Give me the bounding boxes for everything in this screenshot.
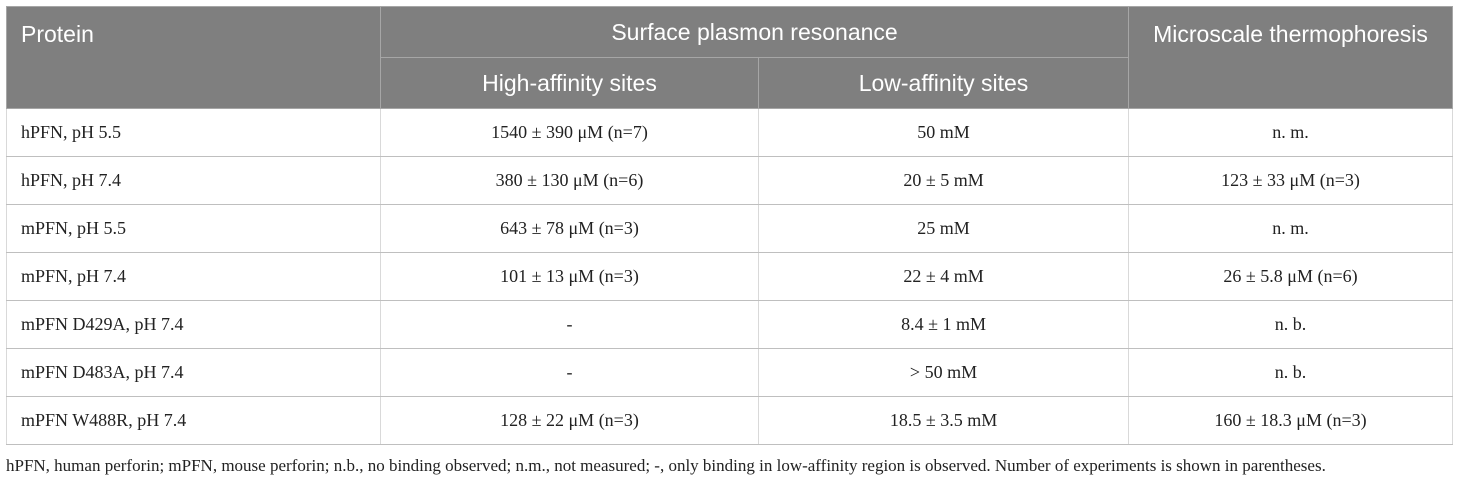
cell-mst: 123 ± 33 μM (n=3): [1128, 156, 1454, 205]
cell-mst: n. m.: [1128, 204, 1454, 253]
header-low-affinity-sites: Low-affinity sites: [757, 57, 1130, 109]
cell-mst: n. m.: [1128, 108, 1454, 157]
cell-mst: 26 ± 5.8 μM (n=6): [1128, 252, 1454, 301]
cell-protein: mPFN, pH 7.4: [6, 252, 381, 301]
table-body: hPFN, pH 5.5 1540 ± 390 μM (n=7) 50 mM n…: [6, 108, 1454, 445]
cell-protein: mPFN D483A, pH 7.4: [6, 348, 381, 397]
binding-affinity-table: Protein Surface plasmon resonance Micros…: [6, 6, 1454, 445]
cell-low-affinity: 8.4 ± 1 mM: [757, 300, 1130, 349]
cell-low-affinity: > 50 mM: [757, 348, 1130, 397]
cell-high-affinity: 643 ± 78 μM (n=3): [380, 204, 759, 253]
cell-high-affinity: 101 ± 13 μM (n=3): [380, 252, 759, 301]
cell-mst: n. b.: [1128, 300, 1454, 349]
table-row: mPFN W488R, pH 7.4 128 ± 22 μM (n=3) 18.…: [6, 396, 1454, 445]
table-footnote: hPFN, human perforin; mPFN, mouse perfor…: [6, 456, 1326, 475]
table-row: mPFN D429A, pH 7.4 - 8.4 ± 1 mM n. b.: [6, 300, 1454, 349]
table-row: mPFN D483A, pH 7.4 - > 50 mM n. b.: [6, 348, 1454, 397]
table-row: hPFN, pH 5.5 1540 ± 390 μM (n=7) 50 mM n…: [6, 108, 1454, 157]
cell-low-affinity: 22 ± 4 mM: [757, 252, 1130, 301]
header-protein: Protein: [6, 6, 381, 109]
header-high-affinity-sites: High-affinity sites: [380, 57, 759, 109]
cell-low-affinity: 50 mM: [757, 108, 1130, 157]
cell-protein: mPFN, pH 5.5: [6, 204, 381, 253]
cell-low-affinity: 18.5 ± 3.5 mM: [757, 396, 1130, 445]
cell-protein: hPFN, pH 7.4: [6, 156, 381, 205]
binding-affinity-table-container: Protein Surface plasmon resonance Micros…: [6, 6, 1454, 445]
cell-protein: hPFN, pH 5.5: [6, 108, 381, 157]
cell-protein: mPFN D429A, pH 7.4: [6, 300, 381, 349]
cell-low-affinity: 20 ± 5 mM: [757, 156, 1130, 205]
cell-protein: mPFN W488R, pH 7.4: [6, 396, 381, 445]
cell-high-affinity: 128 ± 22 μM (n=3): [380, 396, 759, 445]
cell-high-affinity: -: [380, 348, 759, 397]
header-surface-plasmon-resonance: Surface plasmon resonance: [379, 6, 1130, 58]
table-row: mPFN, pH 7.4 101 ± 13 μM (n=3) 22 ± 4 mM…: [6, 252, 1454, 301]
cell-high-affinity: -: [380, 300, 759, 349]
table-header: Protein Surface plasmon resonance Micros…: [6, 6, 1454, 109]
table-row: mPFN, pH 5.5 643 ± 78 μM (n=3) 25 mM n. …: [6, 204, 1454, 253]
cell-mst: n. b.: [1128, 348, 1454, 397]
cell-high-affinity: 1540 ± 390 μM (n=7): [380, 108, 759, 157]
header-microscale-thermophoresis: Microscale thermophoresis: [1128, 6, 1454, 109]
table-row: hPFN, pH 7.4 380 ± 130 μM (n=6) 20 ± 5 m…: [6, 156, 1454, 205]
cell-low-affinity: 25 mM: [757, 204, 1130, 253]
cell-mst: 160 ± 18.3 μM (n=3): [1128, 396, 1454, 445]
cell-high-affinity: 380 ± 130 μM (n=6): [380, 156, 759, 205]
